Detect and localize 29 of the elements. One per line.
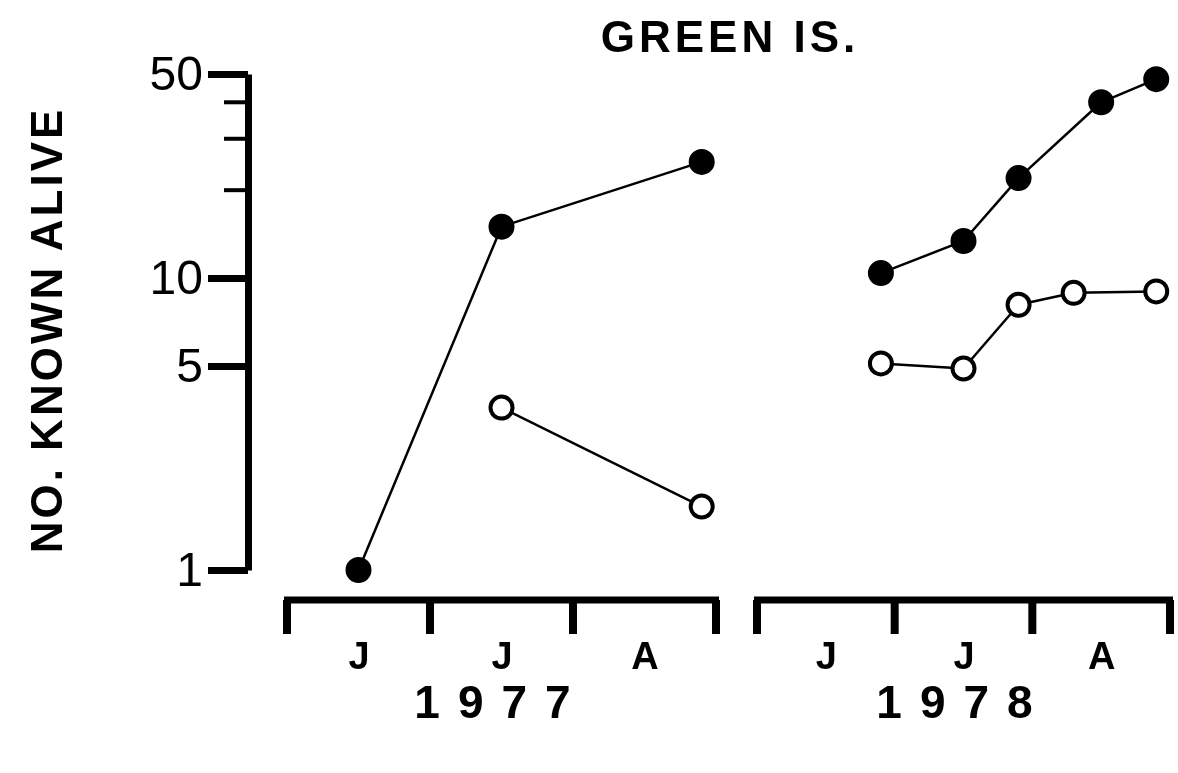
x-axis-title: 1978 [876, 676, 1051, 728]
point [1060, 279, 1087, 306]
point [950, 227, 977, 254]
point [1143, 66, 1170, 93]
y-axis-title: NO. KNOWN ALIVE [22, 106, 71, 554]
y-tick-label: 10 [149, 250, 203, 304]
point [867, 350, 894, 377]
x-axis-title: 1977 [414, 676, 589, 728]
x-tick-label: J [348, 634, 370, 677]
x-tick-label: A [631, 634, 659, 677]
chart-title: GREEN IS. [600, 12, 860, 61]
point [488, 394, 515, 421]
y-tick-label: 1 [176, 542, 203, 596]
point [1088, 89, 1115, 116]
point [867, 260, 894, 287]
y-tick-label: 50 [149, 46, 203, 100]
point [1005, 165, 1032, 192]
point [688, 493, 715, 520]
point [1143, 278, 1170, 305]
point [345, 557, 372, 583]
point [488, 213, 515, 240]
y-tick-label: 5 [176, 338, 203, 392]
point [950, 355, 977, 382]
point [688, 148, 715, 175]
x-tick-label: J [953, 634, 975, 677]
x-tick-label: J [491, 634, 513, 677]
x-tick-label: J [815, 634, 837, 677]
x-tick-label: A [1087, 634, 1116, 677]
point [1005, 291, 1032, 318]
